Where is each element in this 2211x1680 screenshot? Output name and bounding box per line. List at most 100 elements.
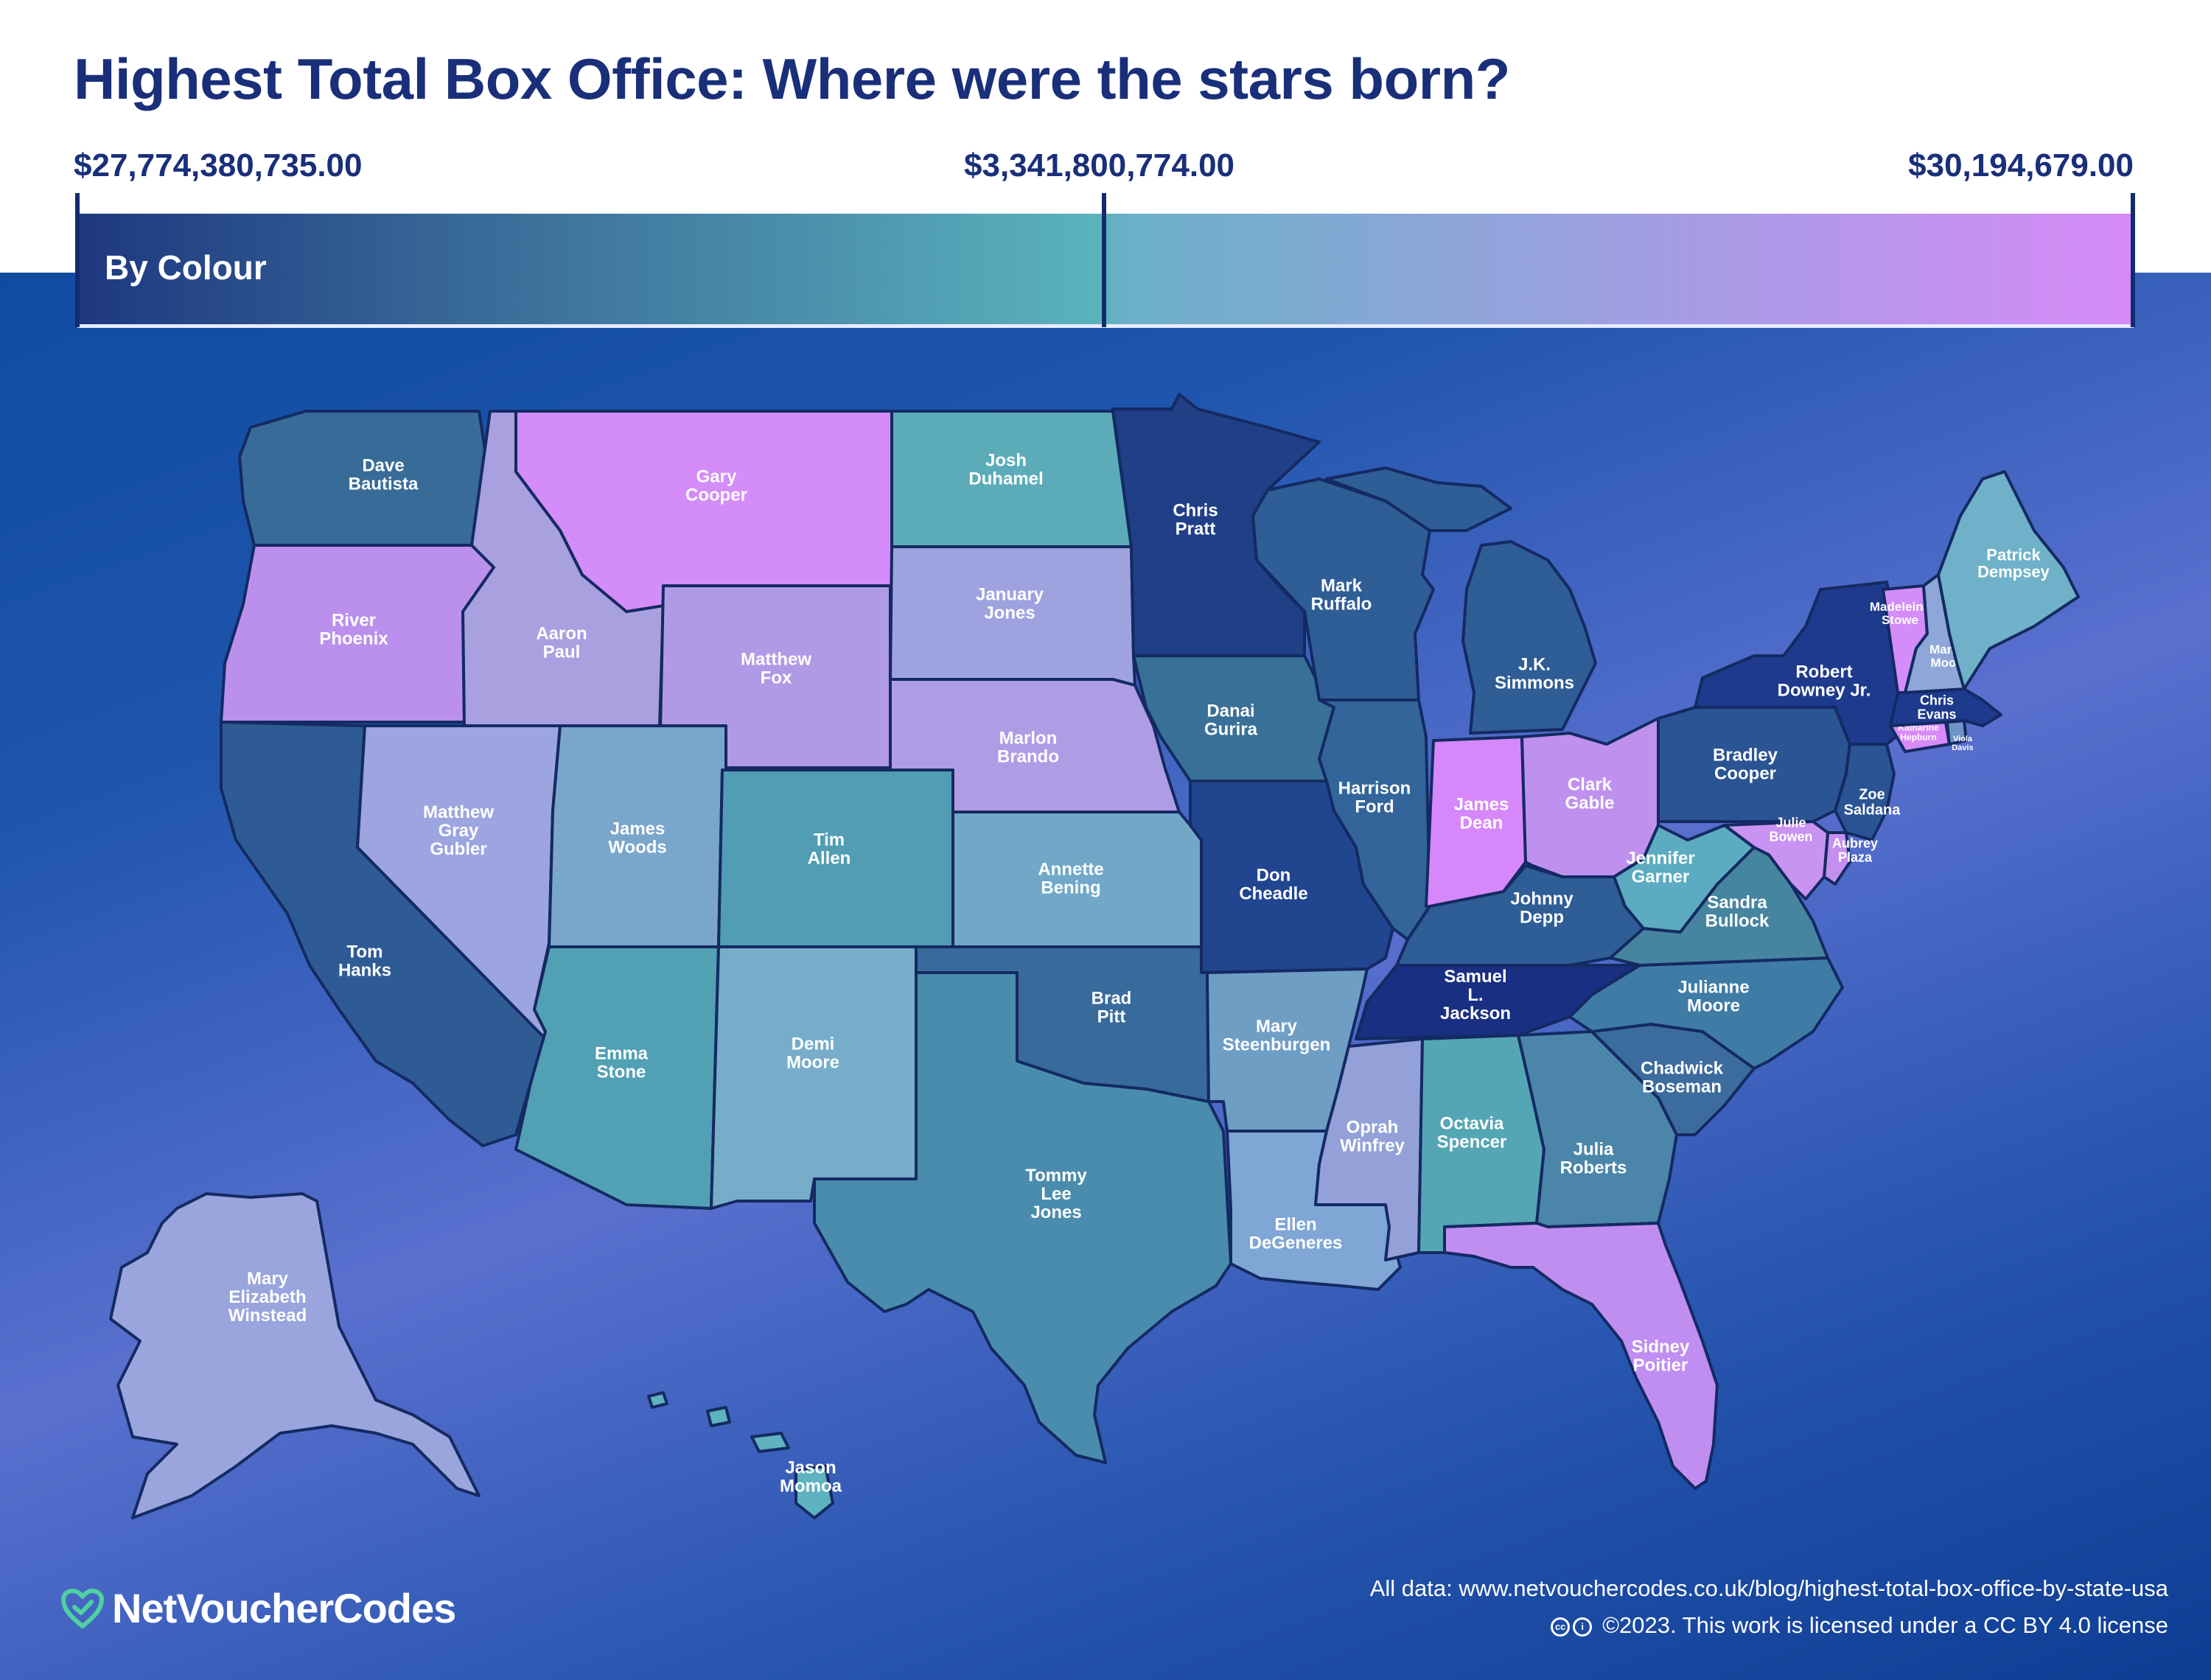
state-label-line: Bowen: [1769, 829, 1812, 844]
state-label-line: Tommy: [1025, 1166, 1087, 1186]
state-IA[interactable]: Danai Gurira: [1132, 654, 1335, 783]
legend-tick-mid: [1102, 193, 1106, 327]
state-WA[interactable]: Dave Bautista: [238, 410, 492, 547]
state-RI[interactable]: Viola Davis: [1946, 719, 1974, 752]
state-label: Clark Gable: [1565, 774, 1615, 813]
state-MA[interactable]: Chris Evans: [1889, 687, 2002, 727]
state-AR[interactable]: Mary Steenburgen: [1206, 967, 1369, 1133]
state-UT[interactable]: James Woods: [548, 724, 727, 948]
brand-name: NetVoucherCodes: [112, 1585, 456, 1631]
state-label: Julie Bowen: [1769, 816, 1812, 844]
state-label-line: J.K.: [1518, 654, 1551, 674]
state-CO[interactable]: Tim Allen: [717, 769, 954, 948]
state-label-line: Bullock: [1705, 911, 1770, 931]
state-label-line: Steenburgen: [1223, 1035, 1331, 1055]
state-label: Robert Downey Jr.: [1778, 662, 1871, 700]
state-label-line: Phoenix: [319, 629, 388, 649]
license-text: ©2023. This work is licensed under a CC …: [1602, 1612, 2168, 1638]
state-label: Demi Moore: [786, 1034, 839, 1072]
state-label-line: Winstead: [228, 1306, 307, 1326]
state-label-line: Bening: [1041, 878, 1100, 898]
state-DE[interactable]: Aubrey Plaza: [1823, 831, 1878, 886]
state-HI[interactable]: Jason Momoa: [647, 1391, 842, 1519]
state-ND[interactable]: Josh Duhamel: [890, 410, 1133, 548]
state-label-line: James: [1454, 794, 1509, 814]
state-SC[interactable]: Chadwick Boseman: [1590, 1023, 1756, 1136]
state-NJ[interactable]: Zoe Saldana: [1834, 743, 1901, 841]
state-label-line: Plaza: [1838, 850, 1873, 864]
state-label: Oprah Winfrey: [1340, 1117, 1405, 1155]
state-label-line: River: [332, 610, 376, 630]
data-source: All data: www.netvouchercodes.co.uk/blog…: [1369, 1575, 2168, 1601]
state-AK[interactable]: Mary Elizabeth Winstead: [109, 1192, 481, 1519]
state-AL[interactable]: Octavia Spencer: [1417, 1034, 1545, 1254]
legend-caption: By Colour: [105, 248, 267, 287]
state-label-line: Aaron: [536, 623, 587, 643]
state-MN[interactable]: Chris Pratt: [1111, 393, 1321, 657]
state-IL[interactable]: Harrison Ford: [1318, 699, 1431, 941]
state-label-line: Mark: [1321, 575, 1363, 595]
state-label: Gary Cooper: [685, 466, 747, 505]
state-NM[interactable]: Demi Moore: [710, 945, 918, 1210]
state-label-line: Moore: [786, 1053, 839, 1073]
state-label: Tim Allen: [808, 830, 851, 868]
state-label: Annette Bening: [1038, 859, 1103, 897]
state-label-line: Fox: [761, 668, 792, 688]
state-label-line: Harrison: [1338, 778, 1411, 798]
brand-logo[interactable]: NetVoucherCodes: [60, 1584, 456, 1632]
state-label-line: Dempsey: [1977, 563, 2050, 581]
state-MD[interactable]: Julie Bowen: [1723, 816, 1829, 900]
creative-commons-icon: cc i: [1551, 1617, 1593, 1637]
state-label: Julia Roberts: [1560, 1139, 1627, 1177]
state-label-line: Gray: [439, 821, 479, 841]
state-label-line: Cooper: [685, 486, 747, 505]
state-label-line: Jennifer: [1626, 848, 1694, 868]
state-AZ[interactable]: Emma Stone: [514, 945, 720, 1210]
state-TX[interactable]: Tommy Lee Jones: [813, 971, 1232, 1464]
legend-tick-left: [75, 193, 80, 327]
legend-max-value: $27,774,380,735.00: [74, 147, 363, 183]
state-NC[interactable]: Julianne Moore: [1568, 956, 1844, 1070]
state-label-line: Hepburn: [1900, 732, 1936, 742]
state-label-line: Octavia: [1440, 1113, 1504, 1133]
state-label-line: Dean: [1460, 813, 1503, 833]
state-MO[interactable]: Don Cheadle: [1189, 780, 1394, 974]
state-NE[interactable]: Marlon Brando: [889, 678, 1181, 813]
state-label: Johnny Depp: [1510, 889, 1573, 927]
state-label-line: Paul: [543, 643, 581, 662]
state-label-line: Johnny: [1510, 889, 1573, 909]
state-SD[interactable]: January Jones: [889, 545, 1136, 687]
state-label-line: Stone: [597, 1063, 646, 1082]
state-label-line: Matthew: [423, 802, 494, 822]
state-label-line: Don: [1257, 865, 1291, 885]
state-label-line: Bradley: [1713, 745, 1778, 765]
state-label-line: Sandra: [1707, 892, 1767, 912]
state-label-line: Chris: [1173, 500, 1218, 520]
state-label: Chadwick Boseman: [1641, 1058, 1724, 1096]
state-label: Sidney Poitier: [1632, 1337, 1690, 1375]
state-label: Tom Hanks: [338, 942, 391, 980]
state-label-line: Momoa: [780, 1477, 842, 1497]
state-label-line: Boseman: [1642, 1077, 1722, 1097]
page-title: Highest Total Box Office: Where were the…: [74, 46, 1510, 111]
state-ME[interactable]: Patrick Dempsey: [1937, 470, 2080, 690]
state-label: Bradley Cooper: [1713, 745, 1778, 783]
state-label-line: Marlon: [999, 728, 1058, 748]
state-label-line: Lee: [1041, 1184, 1071, 1204]
state-label-line: Zoe: [1859, 787, 1885, 803]
state-label: James Woods: [608, 819, 667, 857]
state-label-line: Woods: [608, 838, 667, 858]
state-label-line: Downey Jr.: [1778, 681, 1871, 701]
state-label-line: Jones: [1030, 1203, 1081, 1222]
state-MS[interactable]: Oprah Winfrey: [1314, 1037, 1424, 1261]
state-TN[interactable]: Samuel L. Jackson: [1355, 964, 1641, 1040]
state-label-line: Ellen: [1274, 1214, 1316, 1234]
state-KS[interactable]: Annette Bening: [951, 811, 1203, 948]
state-label-line: Gable: [1565, 794, 1615, 813]
state-label: Aaron Paul: [536, 623, 587, 662]
state-PA[interactable]: Bradley Cooper: [1657, 706, 1851, 823]
state-label-line: Bautista: [349, 475, 419, 494]
state-OR[interactable]: River Phoenix: [220, 544, 495, 724]
state-MI[interactable]: J.K. Simmons: [1325, 466, 1597, 735]
state-FL[interactable]: Sidney Poitier: [1443, 1222, 1719, 1490]
